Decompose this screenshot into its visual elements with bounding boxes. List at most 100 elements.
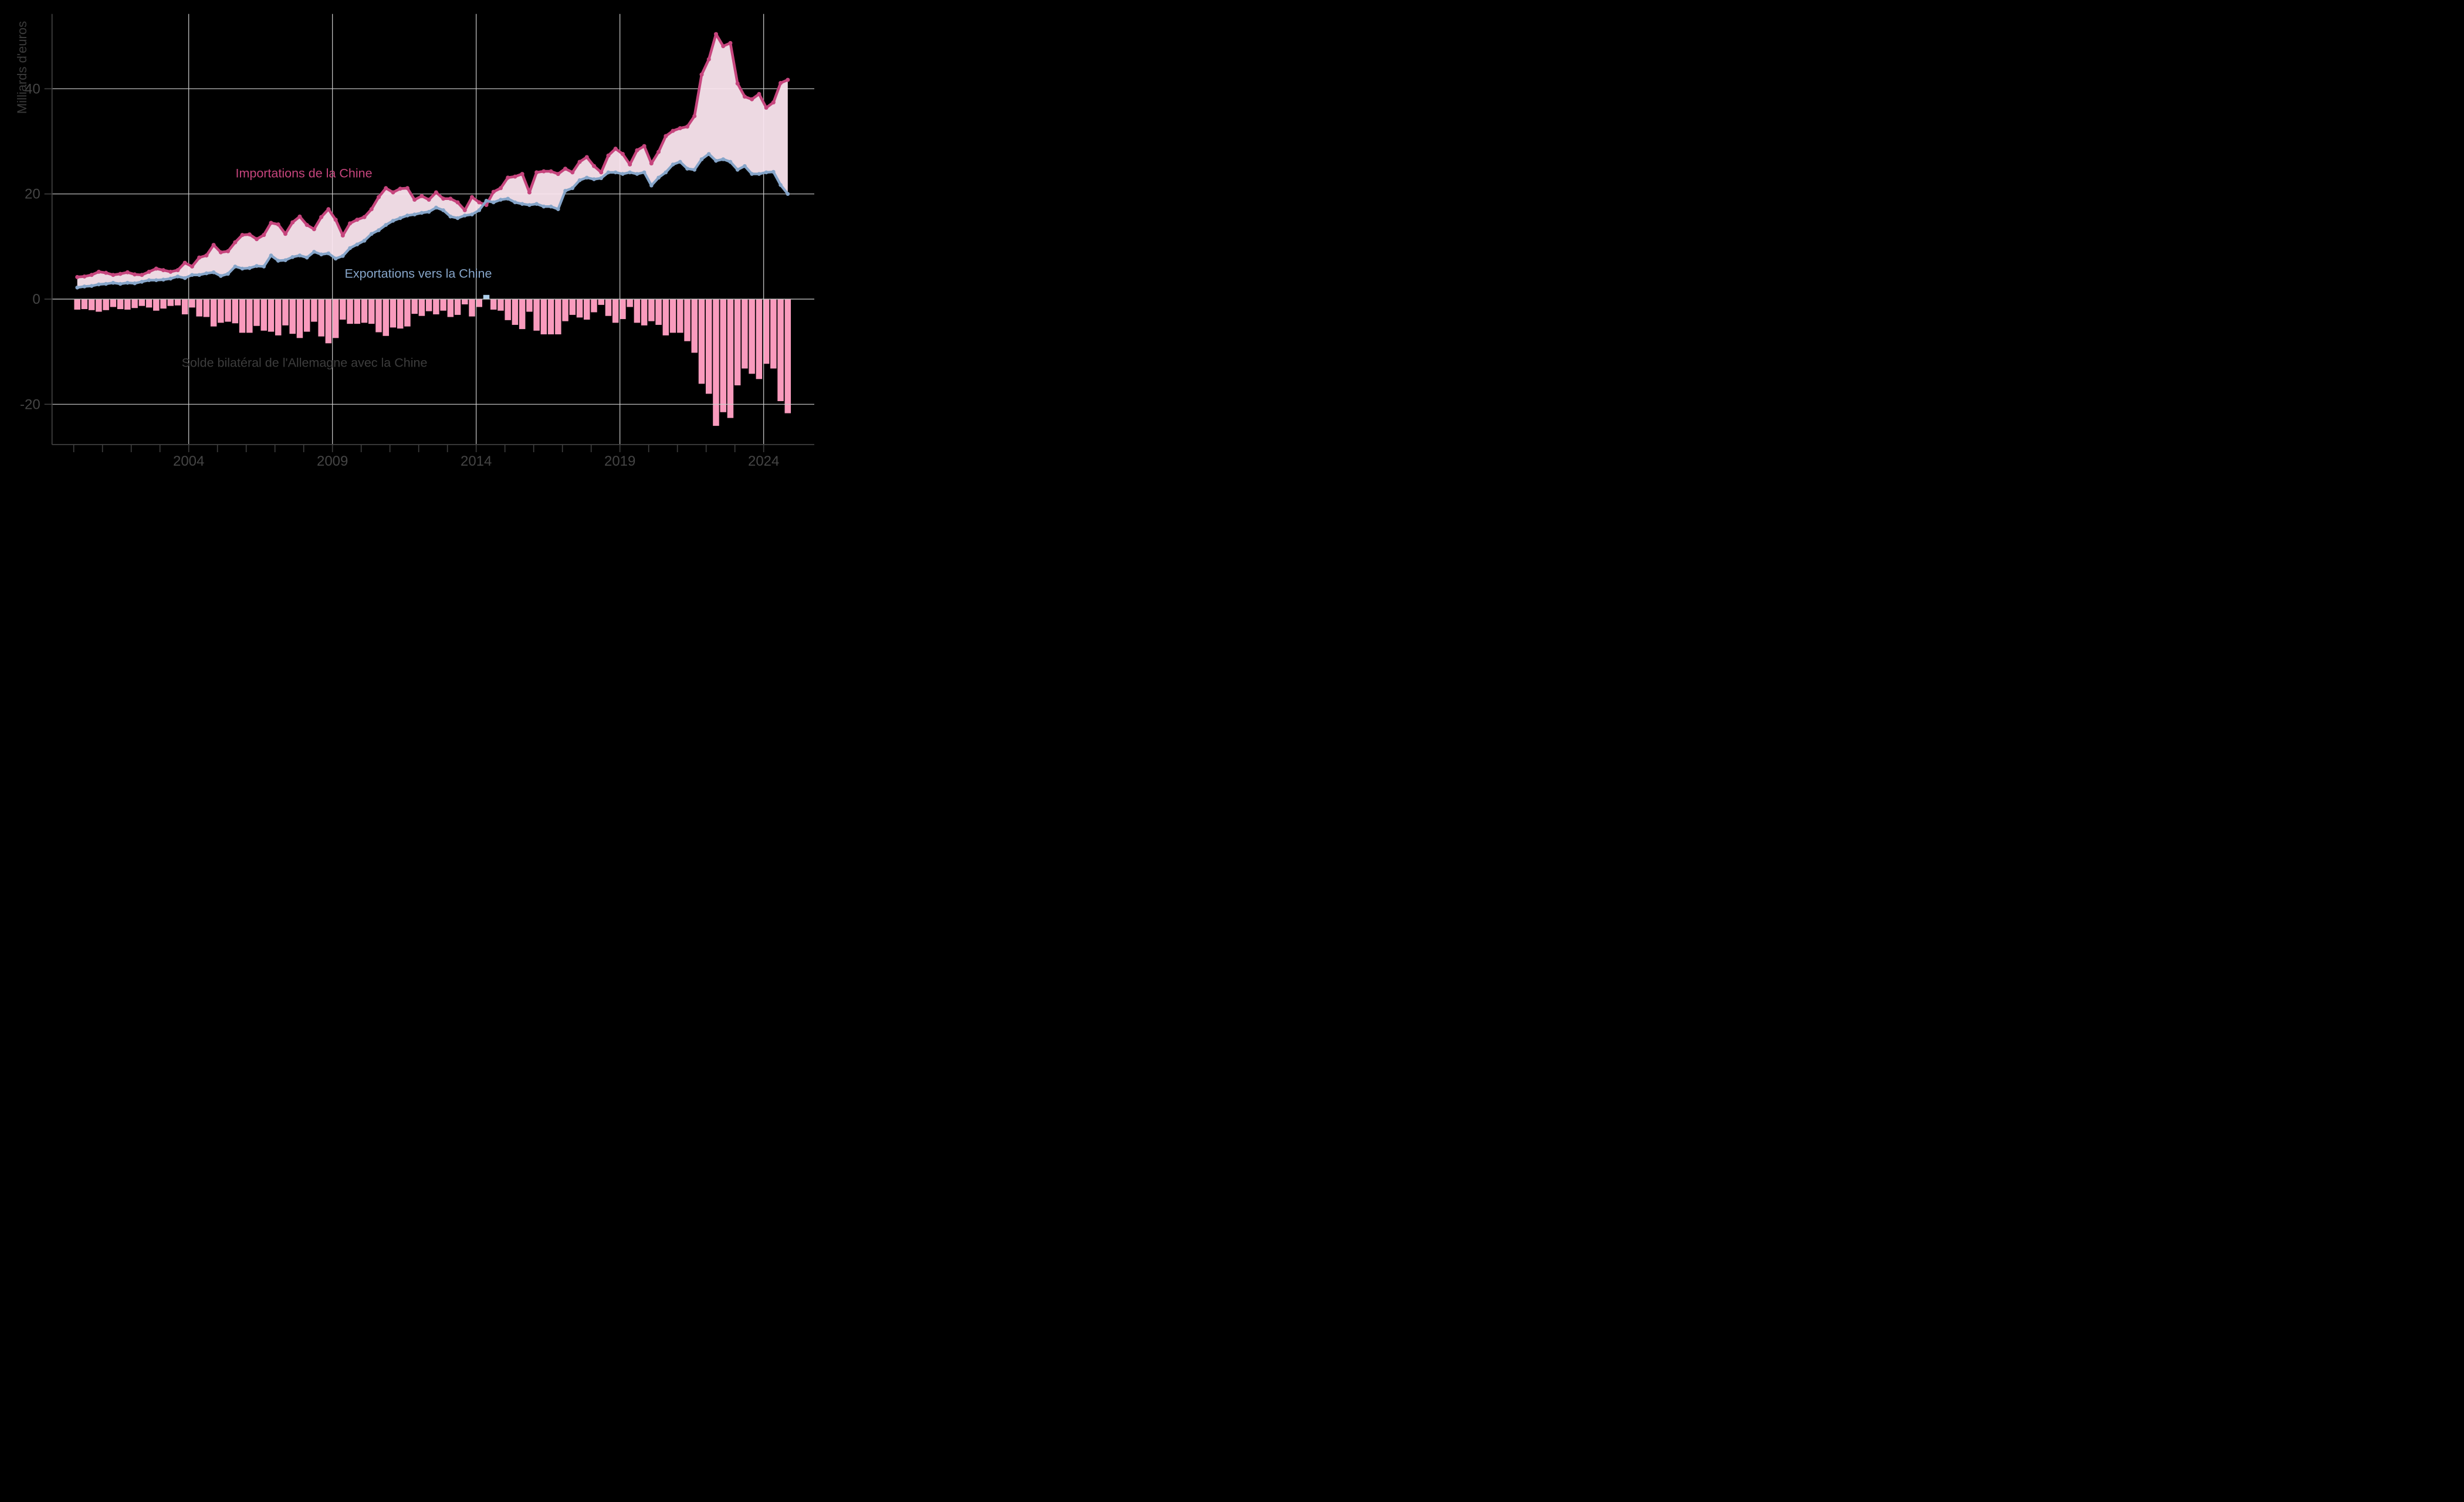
exports-point xyxy=(175,274,180,279)
exports-point xyxy=(527,203,532,207)
solde-bar-negative xyxy=(526,299,533,312)
exports-point xyxy=(283,258,287,262)
solde-bar-negative xyxy=(332,299,339,338)
imports-point xyxy=(577,160,582,164)
exports-point xyxy=(570,186,575,191)
solde-bar-negative xyxy=(289,299,296,334)
exports-point xyxy=(111,280,116,285)
exports-point xyxy=(319,252,323,257)
imports-point xyxy=(226,249,231,253)
exports-point xyxy=(491,200,496,205)
solde-bar-negative xyxy=(720,299,726,412)
exports-point xyxy=(764,170,769,175)
imports-point xyxy=(355,218,360,222)
imports-point xyxy=(563,167,568,171)
solde-bar-negative xyxy=(734,299,741,386)
exports-point xyxy=(419,211,424,215)
exports-point xyxy=(706,152,711,156)
y-tick-label: -20 xyxy=(20,396,40,412)
exports-point xyxy=(140,280,144,284)
solde-bar-negative xyxy=(569,299,576,315)
exports-point xyxy=(197,273,201,277)
exports-point xyxy=(405,213,409,218)
solde-bar-negative xyxy=(375,299,382,333)
exports-point xyxy=(549,204,553,209)
imports-point xyxy=(133,272,137,277)
solde-bar-negative xyxy=(404,299,411,327)
solde-bar-negative xyxy=(605,299,612,316)
solde-bar-negative xyxy=(390,299,397,328)
imports-point xyxy=(297,214,302,219)
solde-bar-negative xyxy=(96,299,102,312)
imports-point xyxy=(742,94,747,99)
solde-bar-negative xyxy=(253,299,260,326)
exports-point xyxy=(664,170,668,175)
exports-point xyxy=(75,285,79,290)
solde-bar-negative xyxy=(727,299,734,418)
x-tick-label: 2019 xyxy=(604,453,635,469)
imports-point xyxy=(168,269,173,274)
x-tick-label: 2004 xyxy=(173,453,204,469)
solde-bar-negative xyxy=(627,299,633,307)
exports-point xyxy=(97,282,101,287)
solde-bar-negative xyxy=(512,299,519,325)
exports-point xyxy=(341,254,345,258)
solde-bar-negative xyxy=(591,299,597,313)
exports-point xyxy=(255,264,259,268)
y-tick-label: 20 xyxy=(25,187,40,202)
exports-point xyxy=(377,228,381,232)
imports-point xyxy=(671,128,675,133)
imports-point xyxy=(340,233,345,238)
solde-bar-negative xyxy=(634,299,641,323)
imports-point xyxy=(642,144,647,148)
solde-bar-negative xyxy=(239,299,246,333)
exports-point xyxy=(82,284,87,289)
exports-point xyxy=(348,246,352,250)
imports-point xyxy=(541,169,546,174)
solde-bar-negative xyxy=(440,299,446,311)
imports-point xyxy=(592,164,596,168)
exports-point xyxy=(678,160,682,164)
exports-point xyxy=(190,273,194,277)
imports-point xyxy=(118,272,123,276)
imports-point xyxy=(570,170,575,175)
exports-point xyxy=(133,281,137,286)
exports-point xyxy=(506,196,510,201)
axis-ticks xyxy=(44,88,764,452)
exports-point xyxy=(735,168,740,172)
imports-point xyxy=(606,153,611,158)
exports-point xyxy=(621,172,625,176)
exports-point xyxy=(369,232,374,236)
exports-point xyxy=(182,276,187,280)
imports-point xyxy=(520,172,524,177)
imports-point xyxy=(498,186,503,191)
solde-bar-negative xyxy=(88,299,95,310)
imports-point xyxy=(713,32,718,36)
solde-bar-negative xyxy=(505,299,511,320)
imports-point xyxy=(678,126,682,131)
exports-point xyxy=(534,202,539,206)
imports-point xyxy=(692,114,697,118)
imports-points xyxy=(75,32,790,279)
exports-point xyxy=(699,157,704,161)
solde-bar-negative xyxy=(303,299,310,332)
exports-point xyxy=(297,253,302,257)
exports-point xyxy=(427,209,431,214)
imports-point xyxy=(534,170,539,175)
solde-bar-negative xyxy=(181,299,188,314)
imports-point xyxy=(161,268,165,273)
exports-point xyxy=(211,270,216,274)
imports-point xyxy=(513,174,517,179)
imports-point xyxy=(398,187,402,191)
exports-point xyxy=(477,208,482,212)
imports-point xyxy=(419,194,424,198)
exports-line xyxy=(76,152,790,289)
solde-bar-negative xyxy=(145,299,153,308)
imports-point xyxy=(721,44,726,49)
imports-point xyxy=(304,223,309,228)
exports-point xyxy=(635,172,639,176)
solde-bar-negative xyxy=(533,299,540,331)
imports-line xyxy=(76,32,790,279)
imports-point xyxy=(405,186,409,191)
solde-bar-negative xyxy=(612,299,619,323)
